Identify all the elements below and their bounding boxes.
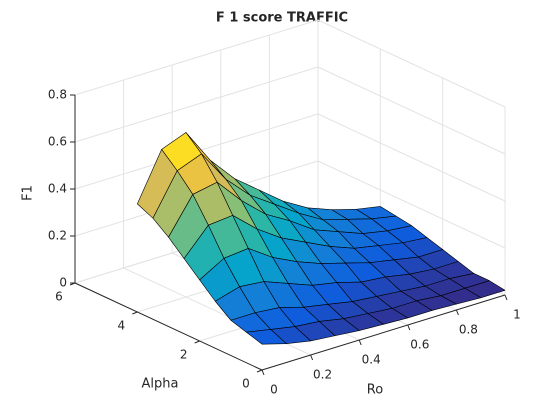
z-tick-label: 0.8 — [48, 88, 67, 102]
grid-line — [74, 19, 319, 96]
y-tick — [256, 369, 263, 373]
x-tick — [504, 294, 508, 301]
z-tick-label: 0.6 — [48, 135, 67, 149]
y-tick — [194, 340, 200, 344]
x-tick-label: 0 — [270, 383, 278, 397]
axis-line — [261, 294, 506, 371]
axis-line — [74, 282, 263, 371]
z-tick-label: 0.2 — [48, 229, 67, 243]
x-tick — [407, 324, 411, 331]
x-tick-label: 0.4 — [362, 353, 381, 367]
z-axis-label: F1 — [21, 185, 36, 201]
x-axis-label: Ro — [367, 383, 383, 398]
grid-line — [317, 160, 506, 249]
y-axis-label: Alpha — [142, 377, 179, 392]
x-tick — [358, 339, 362, 346]
grid-line — [317, 113, 506, 202]
x-tick-label: 0.2 — [313, 368, 332, 382]
x-tick-label: 0.8 — [459, 323, 478, 337]
chart-title: F 1 score TRAFFIC — [216, 11, 348, 26]
grid-line — [317, 66, 506, 155]
z-tick-label: 0 — [59, 276, 67, 290]
grid-line — [317, 19, 506, 108]
y-tick-label: 0 — [242, 377, 250, 391]
grid-line — [74, 66, 319, 143]
x-tick-label: 1 — [513, 308, 521, 322]
x-tick — [310, 354, 314, 361]
surface-patch — [246, 329, 287, 345]
y-tick-label: 2 — [180, 348, 188, 362]
x-tick-label: 0.6 — [410, 338, 429, 352]
y-tick — [132, 311, 138, 315]
y-tick-label: 4 — [118, 319, 126, 333]
x-tick — [261, 369, 265, 376]
x-tick — [455, 309, 459, 316]
z-tick-label: 0.4 — [48, 182, 67, 196]
y-tick-label: 6 — [55, 290, 63, 304]
